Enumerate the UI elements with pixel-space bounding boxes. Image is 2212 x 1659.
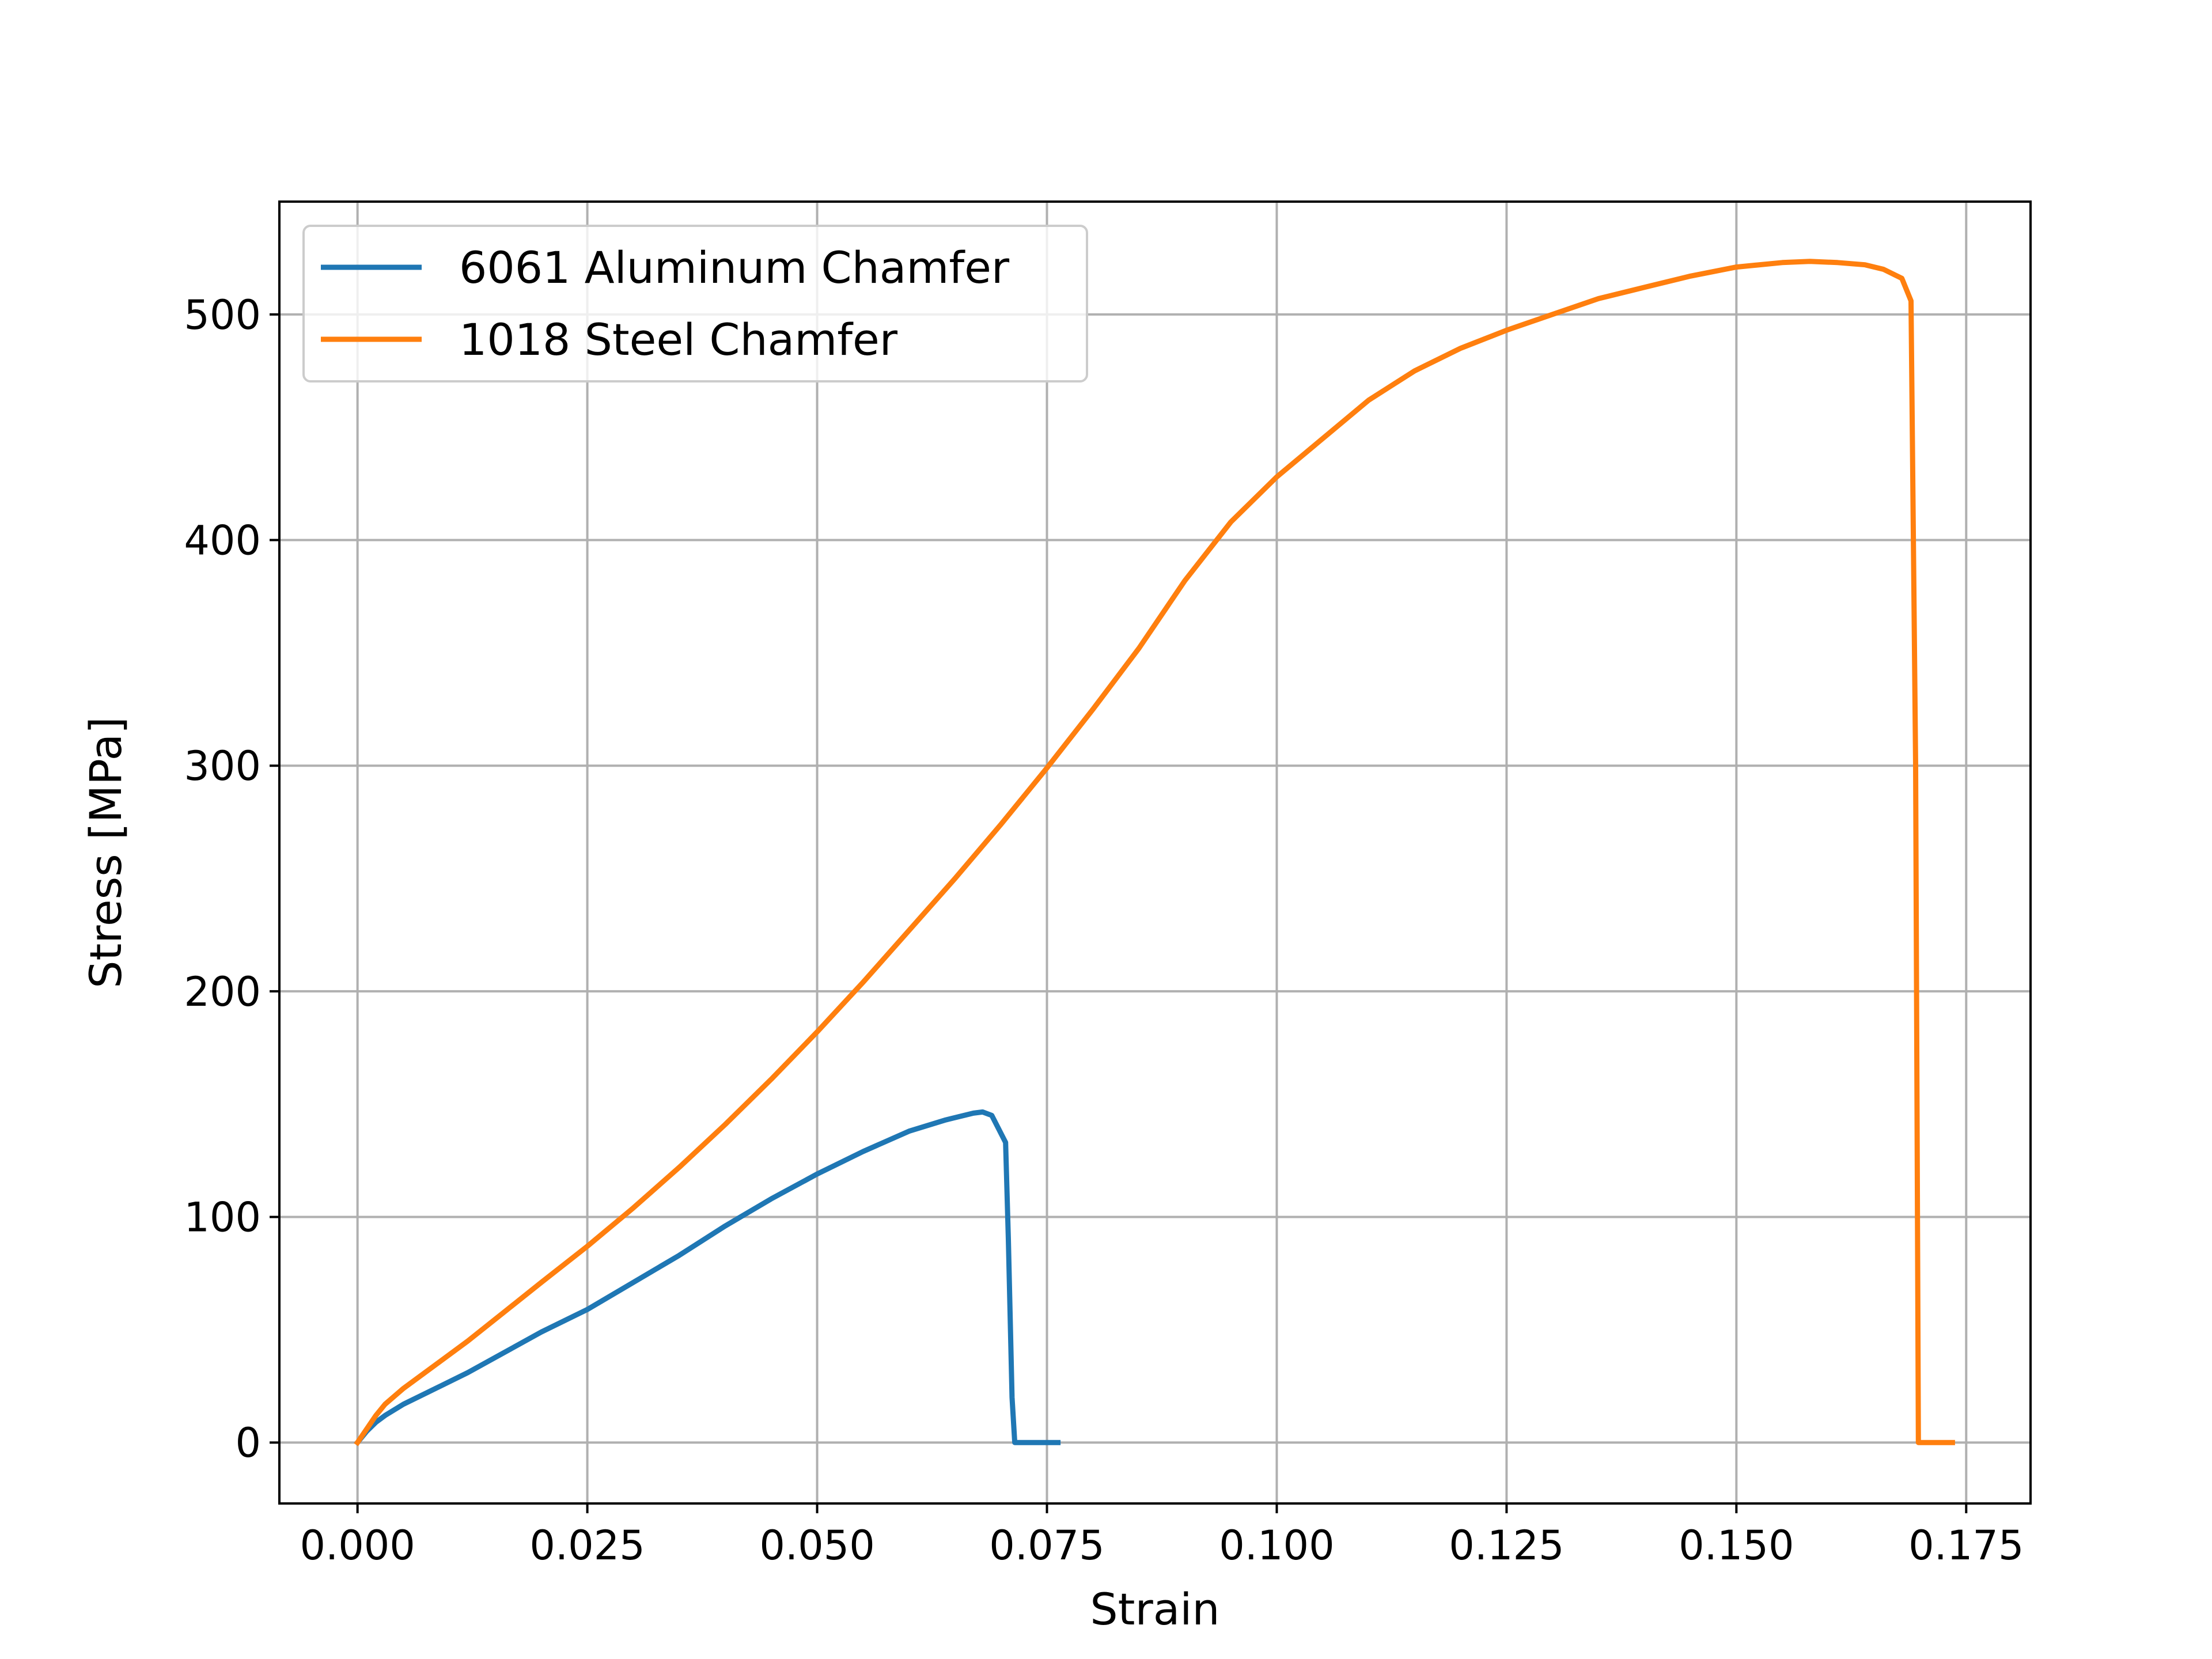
y-tick-label: 100 [184, 1194, 261, 1241]
y-tick-label: 0 [235, 1419, 261, 1467]
y-tick-label: 500 [184, 291, 261, 339]
aluminum-series-line [354, 1109, 1061, 1446]
legend-label-aluminum: 6061 Aluminum Chamfer [459, 242, 1010, 293]
x-tick-label: 0.050 [759, 1522, 874, 1569]
x-tick-label: 0.125 [1449, 1522, 1564, 1569]
grid-lines [279, 202, 2031, 1503]
x-tick-label: 0.075 [989, 1522, 1104, 1569]
axis-ticks: 0.000 0.025 0.050 0.075 0.100 0.125 0.150 0.175… [184, 291, 2024, 1569]
y-axis-label: Stress [MPa] [80, 717, 131, 988]
x-tick-label: 0.150 [1679, 1522, 1794, 1569]
y-tick-label: 200 [184, 968, 261, 1016]
y-tick-label: 400 [184, 517, 261, 565]
y-tick-label: 300 [184, 743, 261, 790]
x-tick-label: 0.100 [1219, 1522, 1334, 1569]
plot-frame [278, 200, 2032, 1505]
plot-area-background [279, 202, 2031, 1503]
x-tick-label: 0.000 [300, 1522, 415, 1569]
steel-series-line [354, 259, 1955, 1446]
x-axis-label: Strain [1090, 1584, 1219, 1635]
legend: 6061 Aluminum Chamfer 1018 Steel Chamfer [302, 225, 1088, 382]
data-series [354, 259, 1955, 1446]
x-tick-label: 0.175 [1908, 1522, 2024, 1569]
legend-box [302, 225, 1088, 382]
legend-label-steel: 1018 Steel Chamfer [459, 314, 898, 365]
x-tick-label: 0.025 [529, 1522, 645, 1569]
